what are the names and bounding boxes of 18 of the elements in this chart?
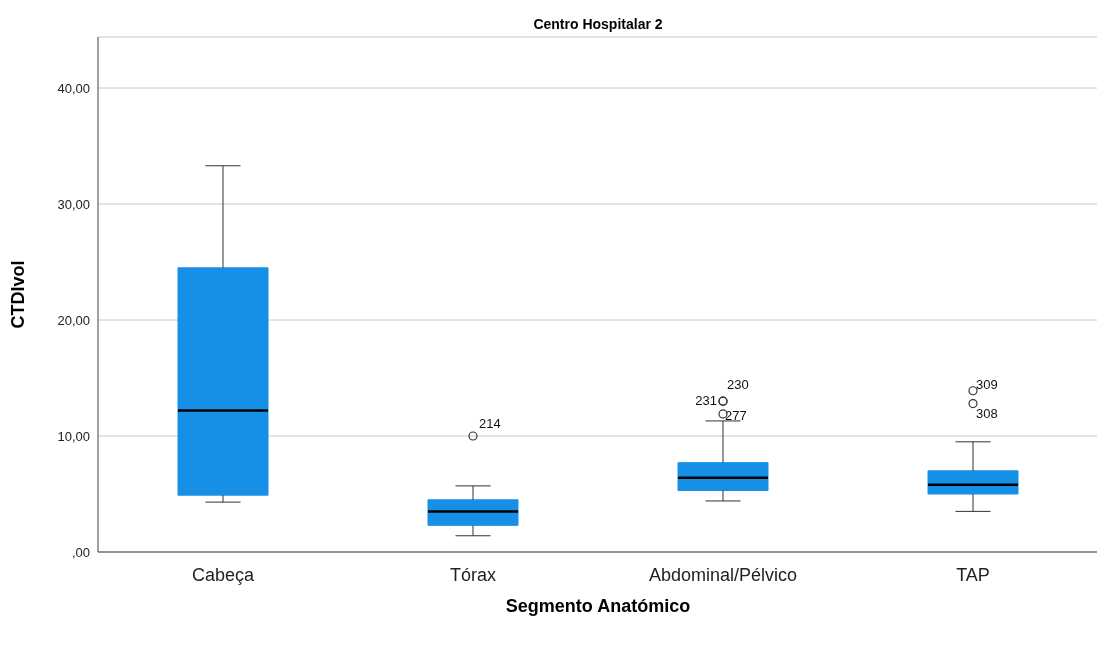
x-tick-label: Tórax [449, 564, 497, 585]
x-axis-title: Segmento Anatómico [505, 596, 691, 616]
annotation: 214 [479, 416, 501, 432]
annotation: 277 [725, 407, 747, 423]
y-tick-label: 30,00 [57, 196, 90, 212]
y-tick-label: 20,00 [57, 312, 90, 328]
y-tick-label: ,00 [71, 544, 90, 560]
annotation: 230 [727, 377, 749, 393]
x-tick-label: Abdominal/Pélvico [648, 564, 798, 585]
x-tick-label: TAP [956, 564, 990, 585]
y-axis-title: CTDIvol [8, 260, 29, 329]
chart-title: Centro Hospitalar 2 [532, 15, 664, 32]
y-tick-label: 10,00 [57, 428, 90, 444]
x-tick-label: Cabeça [191, 564, 256, 585]
annotation: 308 [976, 405, 998, 421]
y-tick-label: 40,00 [57, 80, 90, 96]
annotation: 231 [695, 393, 717, 409]
annotation: 309 [976, 376, 998, 392]
